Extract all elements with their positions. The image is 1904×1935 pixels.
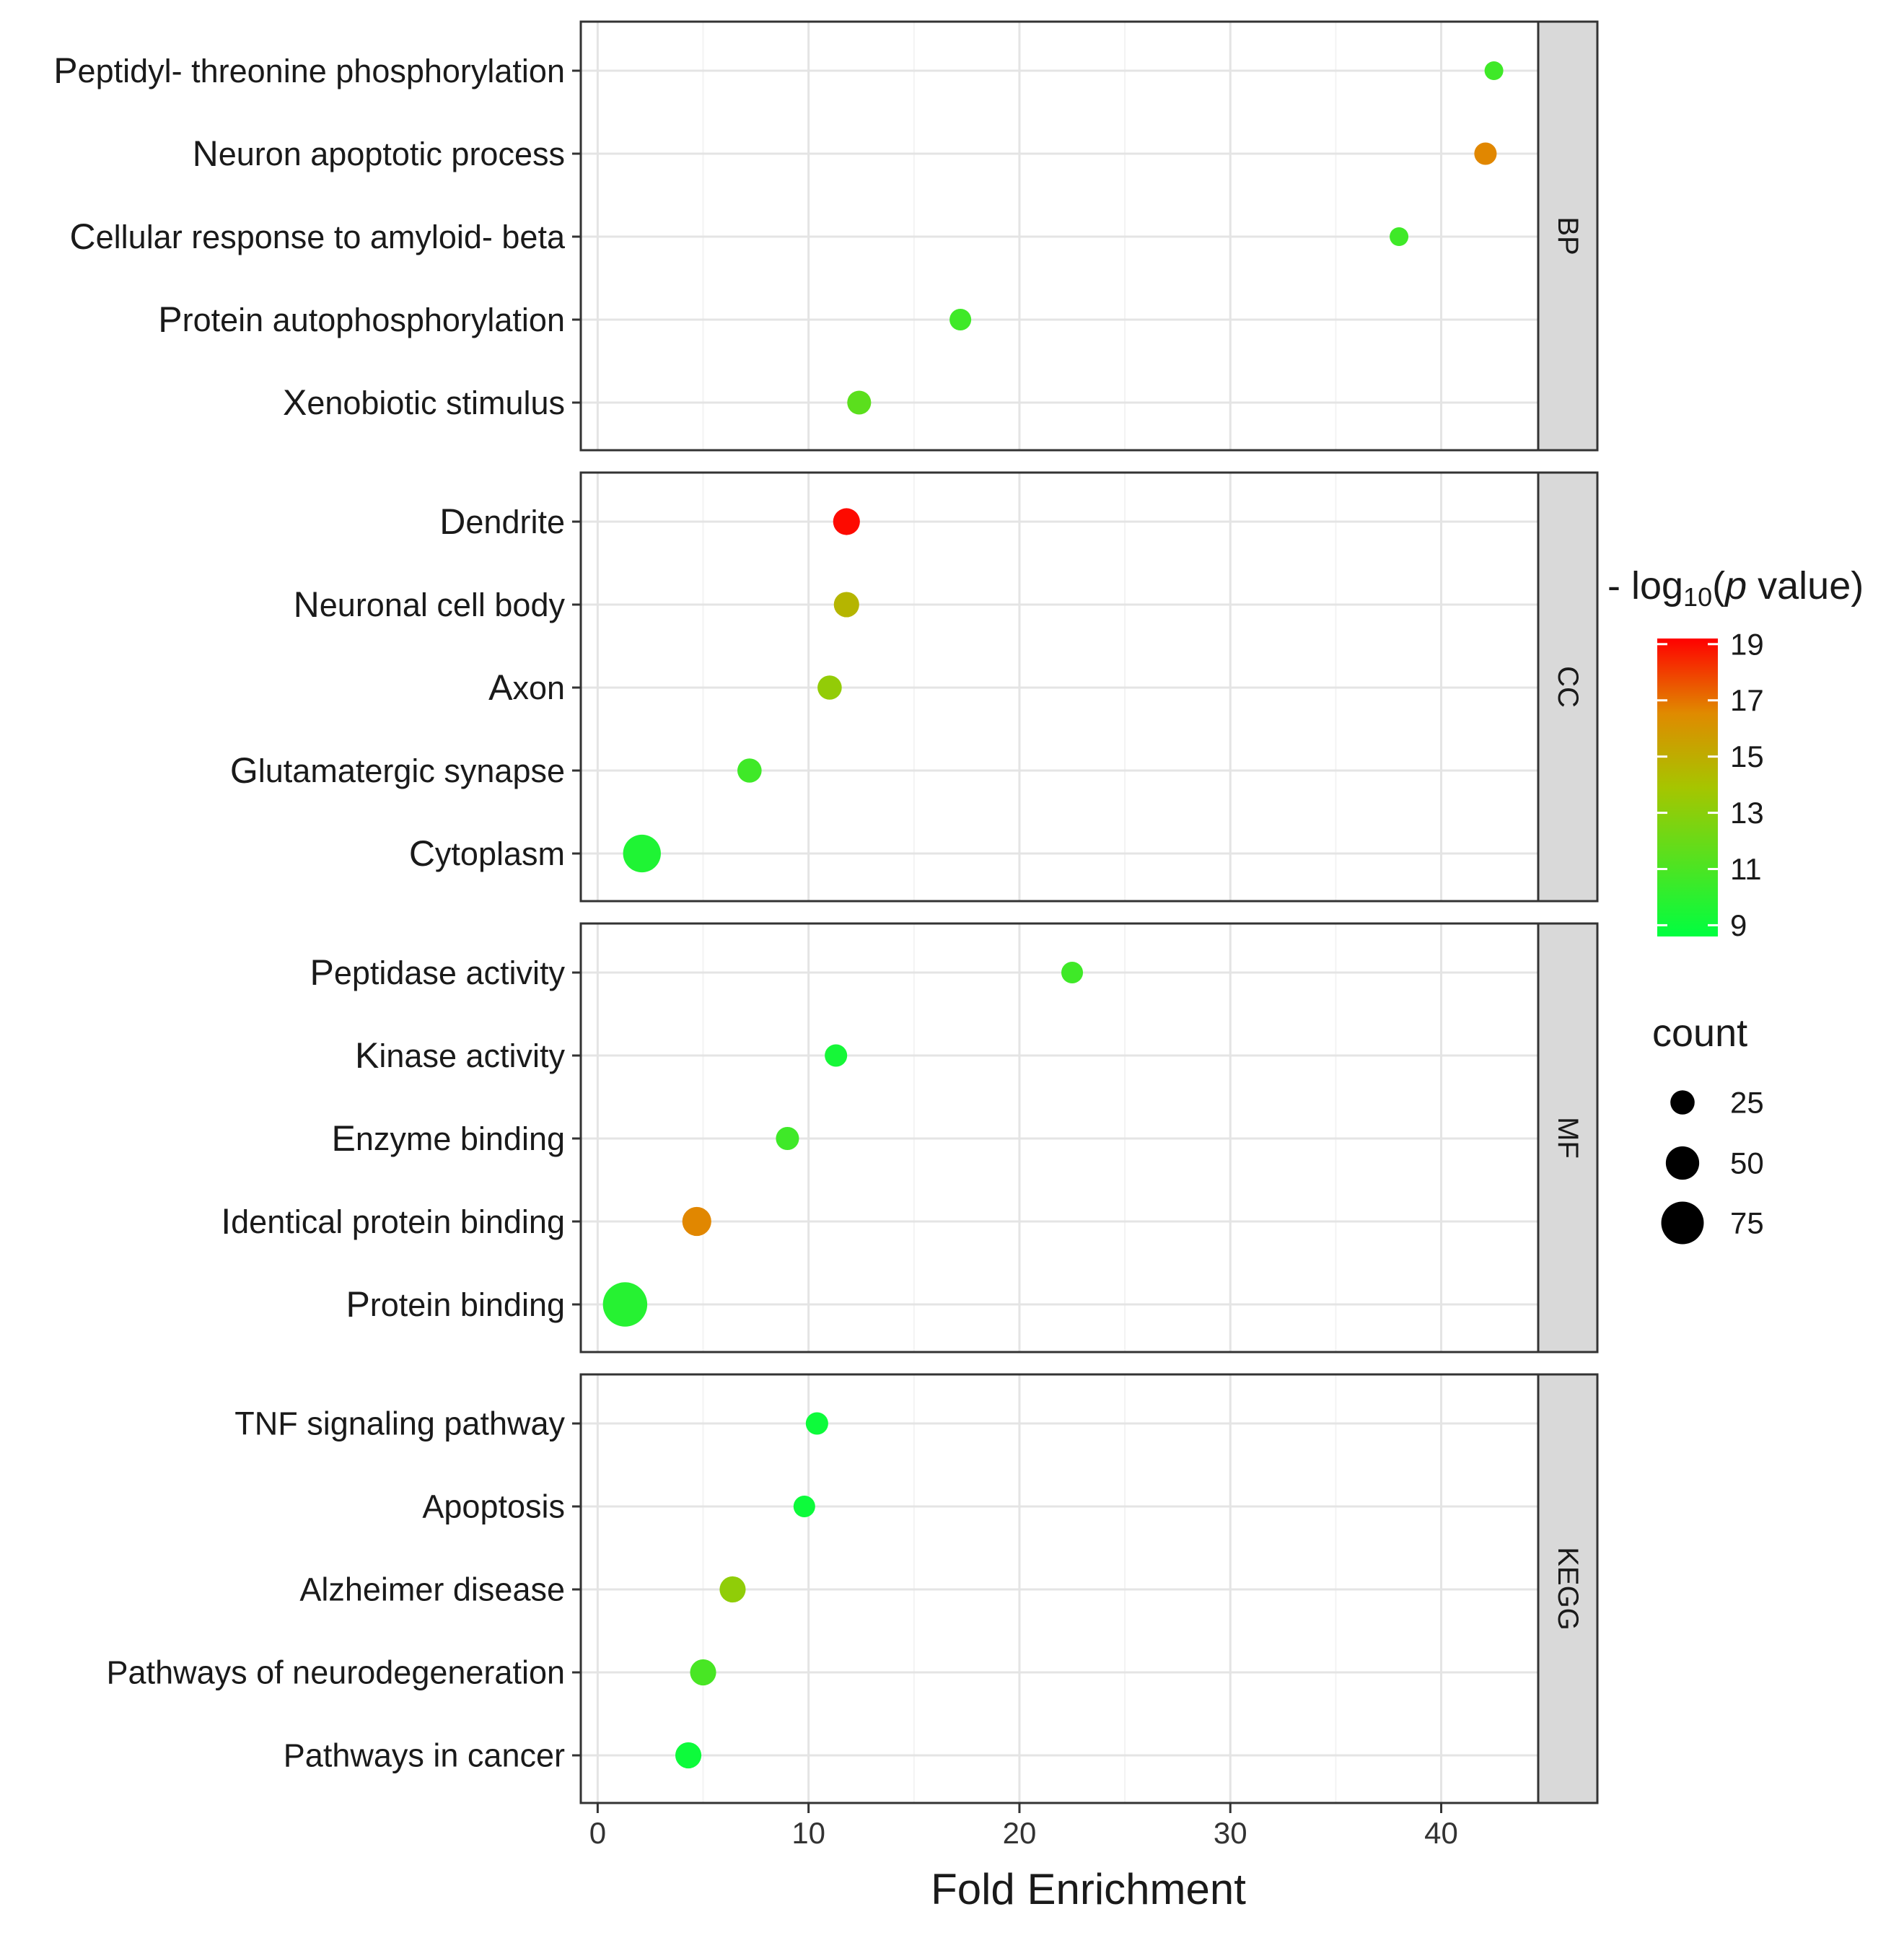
point-axon	[817, 675, 842, 700]
term-label-dendrite: Dendrite	[439, 501, 565, 542]
panel-mf: Peptidase activity Kinase activity Enzyme …	[221, 922, 1599, 1353]
x-axis: 0 10 20 30 40 Fold Enrichment	[589, 1803, 1458, 1913]
point-peptidase-activity	[1061, 961, 1084, 984]
color-legend-label-19: 19	[1730, 627, 1764, 661]
term-label-pathways-in-cancer: Pathways in cancer	[284, 1737, 565, 1774]
strip-cc	[1537, 471, 1599, 903]
panels-layer: Peptidyl- threonine phosphorylation Neuro…	[53, 20, 1599, 1804]
point-protein-autophosphorylation	[949, 308, 972, 331]
point-peptidyl-threonine-phosphorylation	[1484, 61, 1504, 80]
x-tick-label-40: 40	[1424, 1816, 1458, 1850]
x-tick-label-30: 30	[1214, 1816, 1247, 1850]
strip-label-mf: MF	[1552, 1117, 1584, 1159]
x-tick-label-10: 10	[791, 1816, 825, 1850]
term-label-cellular-response-to-amyloid-beta: Cellular response to amyloid- beta	[70, 216, 566, 257]
term-label-kinase-activity: Kinase activity	[355, 1035, 565, 1076]
x-tick-label-20: 20	[1003, 1816, 1037, 1850]
point-pathways-of-neurodegeneration	[690, 1659, 716, 1686]
point-alzheimer-disease	[719, 1576, 746, 1603]
term-label-enzyme-binding: Enzyme binding	[331, 1118, 565, 1159]
strip-kegg	[1537, 1373, 1599, 1804]
x-axis-title: Fold Enrichment	[931, 1865, 1246, 1913]
strip-label-cc: CC	[1552, 666, 1584, 708]
size-legend-label-25: 25	[1730, 1086, 1764, 1120]
strip-label-bp: BP	[1552, 216, 1584, 255]
term-label-cytoplasm: Cytoplasm	[409, 833, 565, 874]
term-label-glutamatergic-synapse: Glutamatergic synapse	[230, 750, 565, 791]
term-label-tnf-signaling-pathway: TNF signaling pathway	[234, 1405, 565, 1442]
term-label-peptidase-activity: Peptidase activity	[310, 952, 565, 993]
color-legend-label-17: 17	[1730, 683, 1764, 717]
term-label-pathways-of-neurodegeneration: Pathways of neurodegeneration	[107, 1654, 565, 1691]
strip-bp	[1537, 20, 1599, 452]
term-label-apoptosis: Apoptosis	[422, 1488, 565, 1525]
term-label-identical-protein-binding: Identical protein binding	[221, 1201, 565, 1242]
term-label-xenobiotic-stimulus: Xenobiotic stimulus	[283, 382, 565, 423]
size-legend-dot-25	[1670, 1090, 1695, 1115]
legend: - log10(p value) 19 17 15 13 11 9 count 25 50 75	[1607, 564, 1864, 1245]
term-label-neuron-apoptotic-process: Neuron apoptotic process	[193, 133, 565, 174]
strip-label-kegg: KEGG	[1552, 1547, 1584, 1631]
term-label-axon: Axon	[488, 667, 565, 708]
point-neuronal-cell-body	[833, 592, 859, 618]
color-legend-label-11: 11	[1730, 852, 1762, 886]
point-tnf-signaling-pathway	[805, 1412, 828, 1435]
point-protein-binding	[602, 1282, 648, 1327]
point-cytoplasm	[623, 834, 661, 873]
term-label-protein-binding: Protein binding	[346, 1284, 565, 1325]
point-enzyme-binding	[776, 1126, 799, 1151]
size-legend-label-75: 75	[1730, 1206, 1764, 1240]
point-glutamatergic-synapse	[737, 758, 762, 783]
point-neuron-apoptotic-process	[1474, 142, 1497, 165]
term-label-alzheimer-disease: Alzheimer disease	[299, 1571, 565, 1608]
size-legend-title: count	[1652, 1012, 1747, 1055]
size-legend-dot-50	[1665, 1146, 1700, 1180]
term-label-peptidyl-threonine-phosphorylation: Peptidyl- threonine phosphorylation	[53, 51, 565, 91]
color-legend-label-15: 15	[1730, 740, 1764, 773]
point-kinase-activity	[825, 1044, 848, 1067]
point-identical-protein-binding	[682, 1206, 711, 1237]
size-legend-label-50: 50	[1730, 1146, 1764, 1180]
point-cellular-response-to-amyloid-beta	[1390, 227, 1409, 246]
color-legend-label-13: 13	[1730, 796, 1764, 830]
strip-mf	[1537, 922, 1599, 1353]
term-label-protein-autophosphorylation: Protein autophosphorylation	[158, 299, 565, 340]
point-pathways-in-cancer	[675, 1742, 702, 1769]
point-apoptosis	[793, 1495, 815, 1518]
point-dendrite	[833, 508, 860, 535]
panel-cc: Dendrite Neuronal cell body Axon Glutamater…	[230, 471, 1599, 903]
color-legend-title: - log10(p value)	[1607, 564, 1864, 612]
term-label-neuronal-cell-body: Neuronal cell body	[294, 584, 566, 625]
panel-bp: Peptidyl- threonine phosphorylation Neuro…	[53, 20, 1599, 452]
color-bar	[1657, 639, 1718, 936]
color-legend-label-9: 9	[1730, 908, 1747, 942]
size-legend-dot-75	[1661, 1201, 1704, 1245]
x-tick-label-0: 0	[589, 1816, 606, 1850]
point-xenobiotic-stimulus	[847, 390, 872, 415]
panel-kegg: TNF signaling pathway Apoptosis Alzheimer …	[107, 1373, 1599, 1804]
